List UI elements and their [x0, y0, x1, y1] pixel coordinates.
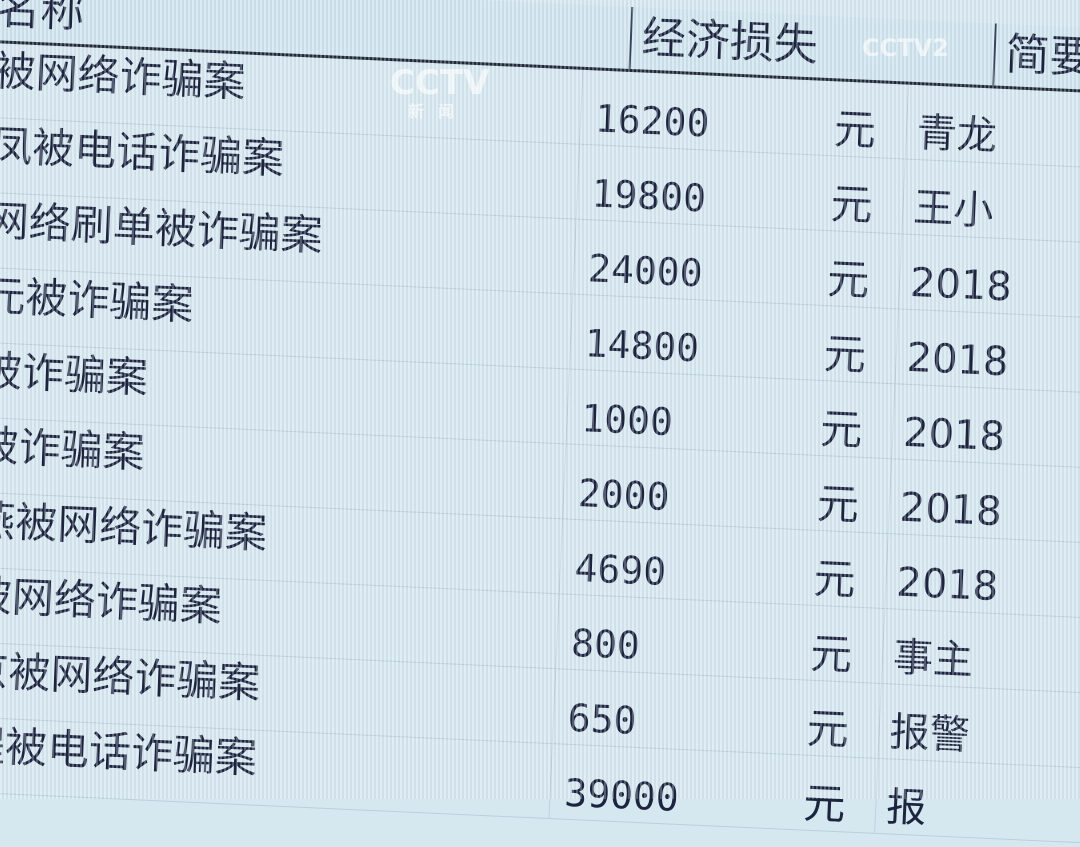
loss-amount-cell[interactable]: 16200	[594, 96, 711, 146]
unit-cell[interactable]: 元	[826, 231, 903, 309]
loss-amount-cell[interactable]: 650	[566, 695, 638, 743]
unit-cell[interactable]: 元	[822, 306, 899, 384]
unit-cell[interactable]: 元	[832, 81, 910, 159]
summary-cell[interactable]: 王小	[912, 184, 995, 235]
summary-cell[interactable]: 2018	[895, 559, 1000, 611]
loss-amount-cell[interactable]: 19800	[590, 171, 707, 221]
summary-cell[interactable]: 事主	[892, 634, 975, 685]
summary-cell[interactable]: 2018	[902, 409, 1007, 461]
unit-cell[interactable]: 元	[805, 680, 882, 758]
summary-cell[interactable]: 2018	[898, 484, 1003, 536]
loss-amount-cell[interactable]: 1000	[580, 396, 674, 445]
watermark-logo-text: CCTV	[390, 63, 490, 103]
loss-amount-cell[interactable]: 2000	[577, 471, 671, 520]
unit-cell[interactable]: 元	[815, 455, 893, 534]
summary-cell[interactable]: 2018	[909, 259, 1013, 311]
summary-cell[interactable]: 2018	[905, 334, 1010, 386]
watermark-sub-text: 新闻	[408, 102, 469, 121]
loss-amount-cell[interactable]: 24000	[587, 246, 704, 296]
unit-cell[interactable]: 元	[802, 755, 879, 833]
summary-cell[interactable]: 报	[885, 784, 928, 833]
unit-cell[interactable]: 元	[819, 381, 896, 459]
cctv2-watermark: CCTV2	[862, 34, 949, 62]
column-header-summary[interactable]: 简要	[1004, 28, 1080, 84]
unit-cell[interactable]: 元	[812, 530, 889, 609]
cctv-news-watermark: CCTV 新闻	[390, 66, 489, 120]
summary-cell[interactable]: 报警	[888, 709, 971, 760]
unit-cell[interactable]: 元	[809, 605, 886, 684]
summary-cell[interactable]: 青龙	[915, 110, 998, 160]
loss-amount-cell[interactable]: 14800	[583, 321, 701, 371]
unit-cell[interactable]: 元	[829, 156, 906, 234]
loss-amount-cell[interactable]: 4690	[573, 545, 668, 595]
loss-amount-cell[interactable]: 800	[570, 620, 641, 668]
loss-amount-cell[interactable]: 39000	[563, 770, 680, 820]
